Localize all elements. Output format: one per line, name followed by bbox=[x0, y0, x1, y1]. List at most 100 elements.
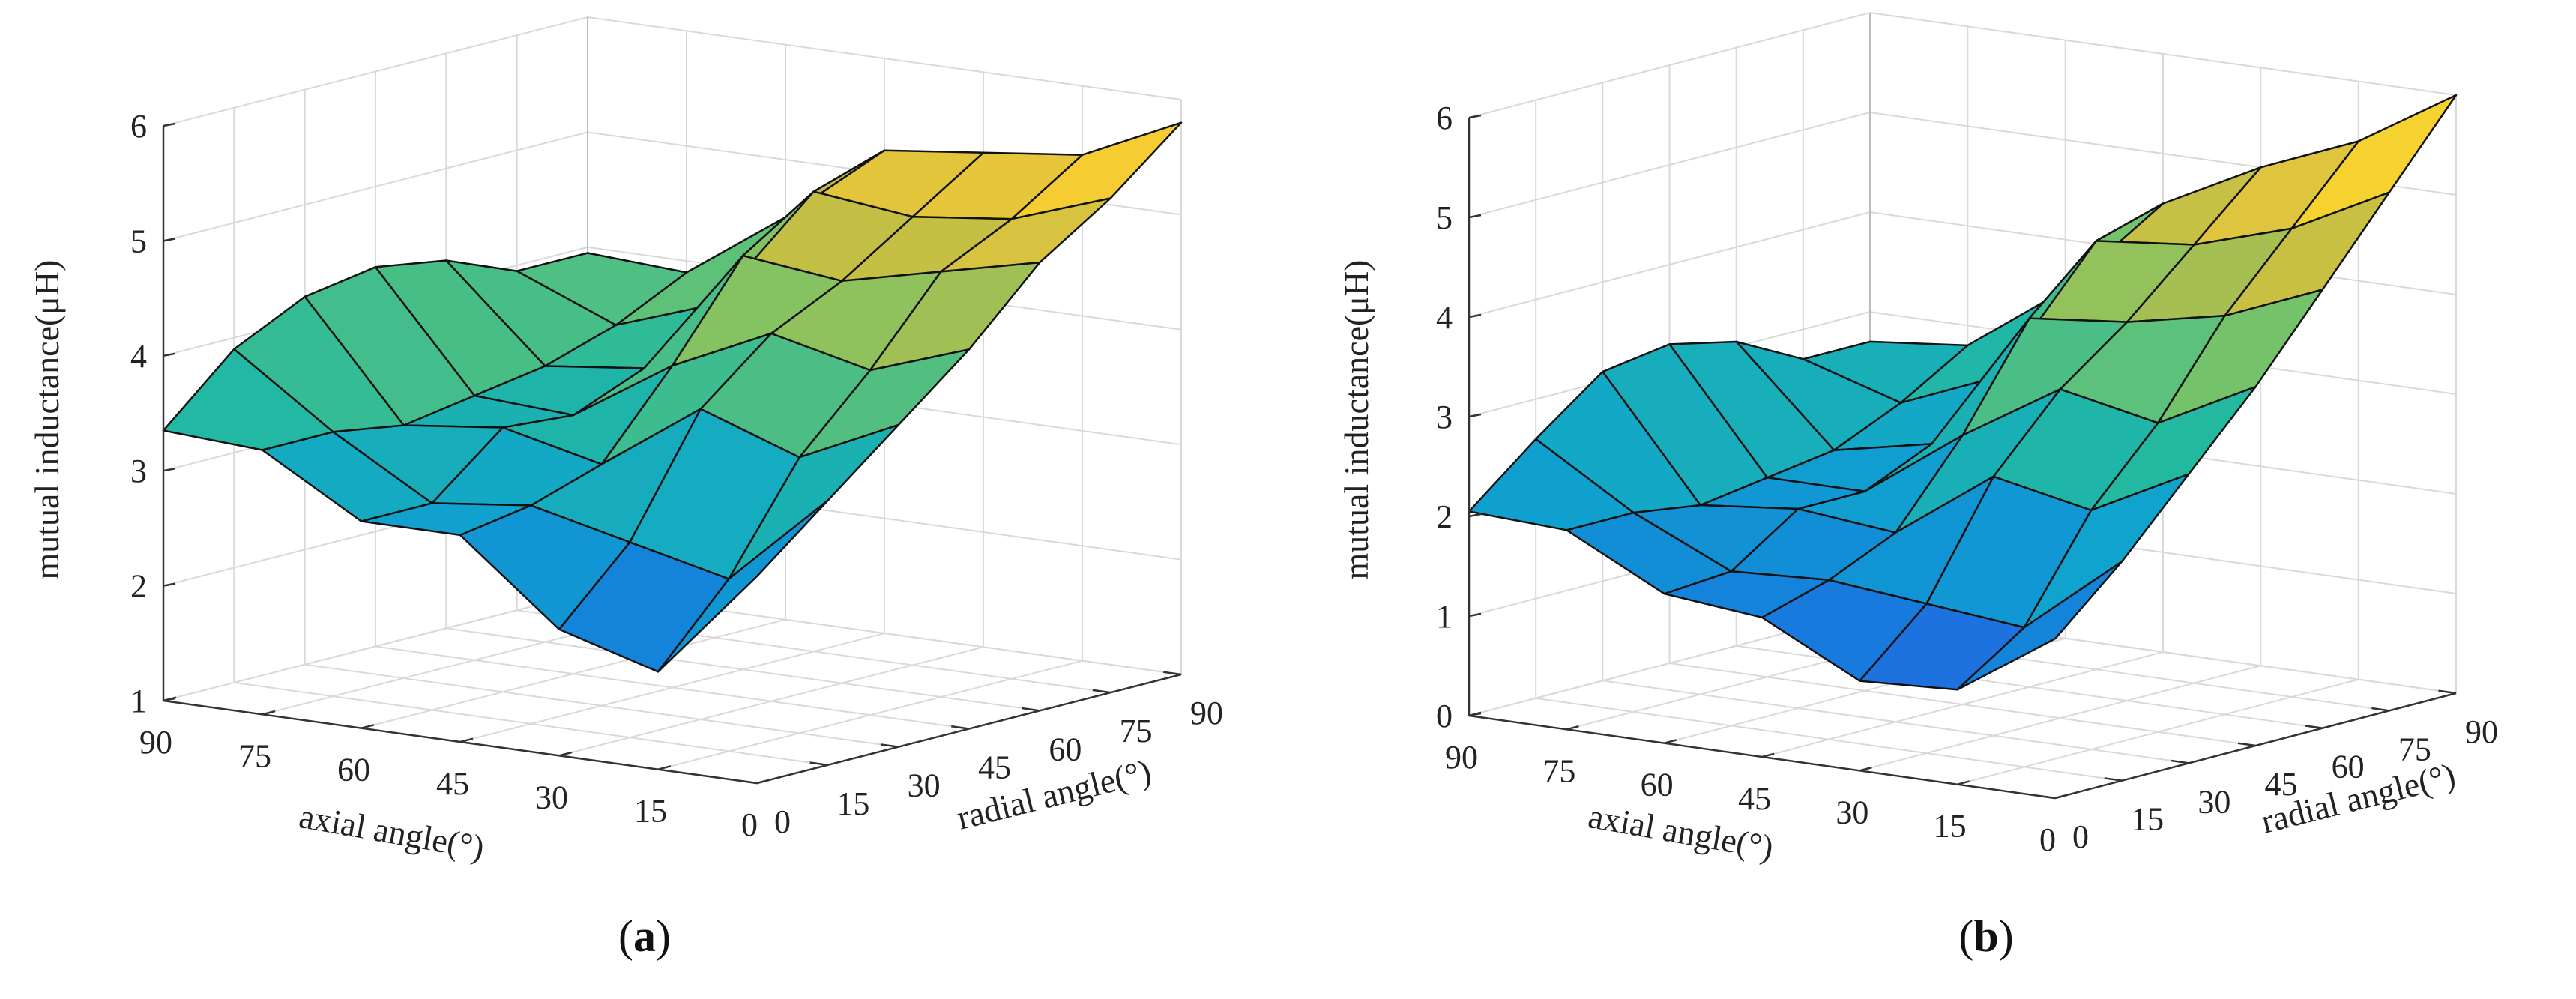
z-tick-label: 4 bbox=[1436, 299, 1453, 336]
radial-gridline bbox=[516, 35, 1111, 694]
radial-gridline bbox=[233, 107, 828, 766]
axial-tick-label: 60 bbox=[337, 752, 370, 788]
z-tick-label: 6 bbox=[130, 108, 147, 145]
radial-tick bbox=[2171, 759, 2189, 764]
axial-tick-label: 60 bbox=[1641, 767, 1674, 803]
radial-tick-label: 45 bbox=[978, 749, 1011, 786]
radial-tick-label: 30 bbox=[2198, 783, 2230, 820]
radial-tick-label: 75 bbox=[1120, 713, 1153, 749]
axial-axis-title: axial angle(°) bbox=[296, 797, 487, 867]
radial-gridline bbox=[375, 71, 970, 730]
radial-tick bbox=[2305, 725, 2323, 729]
axial-tick-label: 75 bbox=[238, 737, 271, 774]
chart-panel-a: 1 2 3 4 5 6 90 75 60 45 30 15 0 0 15 30 45 60 75 90 mutual i… bbox=[0, 0, 1289, 911]
radial-tick bbox=[2237, 742, 2256, 747]
z-tick bbox=[1468, 214, 1482, 219]
radial-tick-label: 60 bbox=[1049, 731, 1082, 767]
z-tick bbox=[163, 467, 176, 472]
surface bbox=[1468, 94, 2458, 691]
axial-tick bbox=[756, 779, 770, 785]
axial-tick-label: 30 bbox=[535, 779, 568, 815]
axial-tick bbox=[657, 765, 672, 770]
z-tick-label: 0 bbox=[1436, 698, 1453, 734]
z-tick bbox=[163, 238, 176, 242]
radial-gridline bbox=[1668, 65, 2256, 746]
axial-tick-label: 0 bbox=[741, 806, 758, 843]
axial-tick bbox=[459, 737, 474, 743]
z-tick bbox=[1468, 313, 1482, 319]
axial-tick-label: 45 bbox=[436, 765, 469, 802]
radial-gridline bbox=[445, 53, 1040, 712]
z-tick-label: 4 bbox=[130, 338, 147, 375]
axial-tick bbox=[558, 751, 573, 757]
radial-gridline bbox=[1535, 100, 2123, 782]
z-axis-title: mutual inductance(μH) bbox=[1337, 259, 1375, 579]
z-tick-label: 3 bbox=[1436, 399, 1453, 435]
axial-tick bbox=[1566, 725, 1579, 731]
z-tick-label: 5 bbox=[1436, 199, 1453, 236]
z-tick-label: 2 bbox=[130, 568, 147, 605]
radial-gridline bbox=[304, 89, 899, 748]
radial-gridline bbox=[1735, 47, 2323, 729]
radial-tick bbox=[1163, 671, 1182, 676]
radial-tick-label: 90 bbox=[1190, 695, 1223, 731]
axial-tick-label: 0 bbox=[2039, 821, 2056, 858]
axial-tick bbox=[1664, 739, 1677, 744]
radial-tick bbox=[880, 743, 899, 748]
z-tick-label: 3 bbox=[130, 453, 147, 489]
z-tick bbox=[163, 352, 176, 357]
surface bbox=[162, 121, 1183, 673]
caption-b: (b) bbox=[1958, 911, 2014, 961]
caption-a: (a) bbox=[618, 911, 671, 961]
radial-tick bbox=[1092, 689, 1111, 694]
radial-tick bbox=[1022, 707, 1040, 712]
radial-tick-label: 0 bbox=[2072, 818, 2089, 855]
z-tick-label: 6 bbox=[1436, 100, 1453, 136]
z-tick-label: 1 bbox=[1436, 598, 1453, 635]
z-tick bbox=[1468, 114, 1482, 119]
axial-tick-label: 15 bbox=[1934, 808, 1967, 845]
radial-tick bbox=[951, 725, 970, 730]
surface-patch bbox=[1468, 438, 1635, 531]
z-tick bbox=[163, 122, 176, 127]
axial-tick bbox=[361, 724, 375, 729]
radial-tick bbox=[2371, 707, 2390, 712]
radial-tick-label: 30 bbox=[908, 767, 941, 804]
axial-tick-label: 15 bbox=[634, 793, 667, 830]
radial-tick bbox=[2438, 689, 2457, 695]
radial-tick bbox=[809, 761, 828, 767]
z-gridline bbox=[1468, 11, 2457, 118]
radial-tick-label: 75 bbox=[2398, 731, 2431, 767]
axial-tick bbox=[163, 696, 177, 702]
radial-tick-label: 15 bbox=[2131, 801, 2164, 838]
radial-tick-label: 0 bbox=[774, 803, 791, 840]
radial-tick-label: 90 bbox=[2465, 713, 2498, 750]
axial-tick-label: 75 bbox=[1542, 752, 1575, 789]
axial-tick bbox=[1468, 711, 1482, 717]
z-tick bbox=[163, 582, 176, 587]
caption-a-label: a bbox=[633, 911, 656, 961]
z-tick bbox=[1468, 513, 1482, 518]
axial-tick bbox=[2054, 794, 2068, 800]
z-tick-label: 2 bbox=[1436, 498, 1453, 535]
z-tick-label: 5 bbox=[130, 223, 147, 259]
z-gridline bbox=[163, 16, 1182, 127]
axial-tick bbox=[1957, 780, 1970, 785]
radial-tick bbox=[2104, 777, 2123, 782]
axial-tick-label: 90 bbox=[139, 724, 172, 761]
radial-tick bbox=[739, 779, 758, 785]
axial-tick bbox=[1761, 752, 1775, 758]
axial-tick-label: 90 bbox=[1445, 739, 1478, 776]
z-axis-title: mutual inductance(μH) bbox=[28, 259, 66, 579]
caption-b-label: b bbox=[1973, 911, 1999, 961]
radial-gridline bbox=[1602, 82, 2189, 764]
radial-tick-label: 45 bbox=[2265, 766, 2298, 803]
z-tick-label: 1 bbox=[130, 683, 147, 719]
radial-tick-label: 60 bbox=[2332, 749, 2365, 785]
axial-tick-label: 45 bbox=[1738, 780, 1771, 817]
z-tick bbox=[1468, 413, 1482, 418]
z-tick bbox=[1468, 612, 1482, 618]
